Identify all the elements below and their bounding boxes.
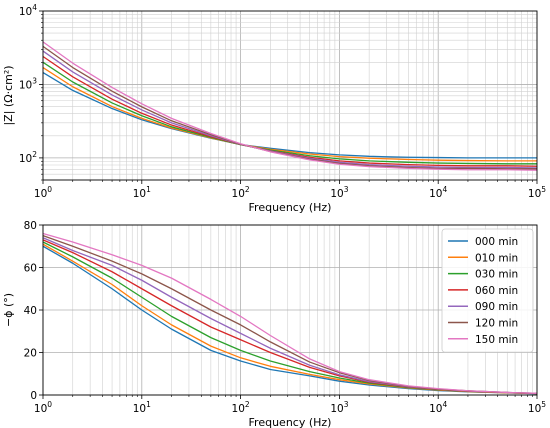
- phase-angle-chart: 100 101 102 103 104 105 Frequency (Hz) 0 20 40 60 8…: [2, 220, 546, 428]
- y-tick-label: 0: [30, 390, 37, 402]
- series-line: [42, 72, 537, 159]
- series-line: [42, 50, 538, 169]
- legend-item: 060 min: [448, 285, 518, 297]
- y-axis-label: |Z| (Ω·cm²): [2, 65, 15, 125]
- x-tick-label: 101: [133, 185, 151, 200]
- series-line: [42, 66, 537, 162]
- x-tick-label: 101: [133, 400, 151, 415]
- series-line: [42, 232, 538, 394]
- legend-label: 000 min: [475, 236, 518, 248]
- series-group: [42, 41, 538, 171]
- x-tick-label: 105: [528, 400, 546, 415]
- y-tick-label: 102: [19, 150, 37, 165]
- legend-item: 000 min: [448, 236, 518, 248]
- series-line: [42, 41, 538, 171]
- legend-label: 060 min: [475, 285, 518, 297]
- y-tick-label: 40: [24, 305, 37, 317]
- legend-item: 030 min: [448, 269, 518, 281]
- x-axis: 100 101 102 103 104 105 Frequency (Hz): [34, 395, 546, 428]
- y-tick-label: 103: [19, 76, 37, 91]
- legend-box: [441, 228, 534, 353]
- legend-label: 090 min: [475, 301, 518, 313]
- series-group: [42, 232, 538, 395]
- legend-label: 030 min: [475, 269, 518, 281]
- axes-frame: [42, 10, 538, 181]
- legend-item: 010 min: [448, 252, 518, 264]
- x-axis: 100 101 102 103 104 105 Frequency (Hz): [34, 180, 546, 214]
- y-tick-label: 104: [19, 3, 37, 18]
- legend: 000 min 010 min 030 min 060 min 090 min 120 m…: [441, 228, 534, 353]
- x-tick-label: 104: [429, 400, 447, 415]
- y-axis: 0 20 40 60 80 −ϕ (°): [2, 220, 43, 402]
- series-line: [42, 61, 537, 165]
- x-axis-label: Frequency (Hz): [249, 201, 332, 214]
- x-axis-label: Frequency (Hz): [249, 416, 332, 428]
- y-tick-label: 60: [24, 263, 37, 275]
- legend-item: 120 min: [448, 318, 518, 330]
- legend-label: 150 min: [475, 334, 518, 346]
- y-tick-label: 20: [24, 348, 37, 360]
- legend-label: 010 min: [475, 252, 518, 264]
- x-tick-label: 102: [232, 185, 250, 200]
- x-tick-label: 103: [330, 400, 348, 415]
- x-tick-label: 104: [429, 185, 447, 200]
- y-axis-label: −ϕ (°): [2, 293, 15, 327]
- x-tick-label: 105: [528, 185, 546, 200]
- y-tick-label: 80: [24, 220, 37, 232]
- x-tick-label: 103: [330, 185, 348, 200]
- x-tick-label: 100: [34, 400, 52, 415]
- legend-item: 090 min: [448, 301, 518, 313]
- x-tick-label: 100: [34, 185, 52, 200]
- x-tick-label: 102: [232, 400, 250, 415]
- y-axis: 102 103 104 |Z| (Ω·cm²): [2, 3, 43, 181]
- legend-item: 150 min: [448, 334, 518, 346]
- legend-label: 120 min: [475, 318, 518, 330]
